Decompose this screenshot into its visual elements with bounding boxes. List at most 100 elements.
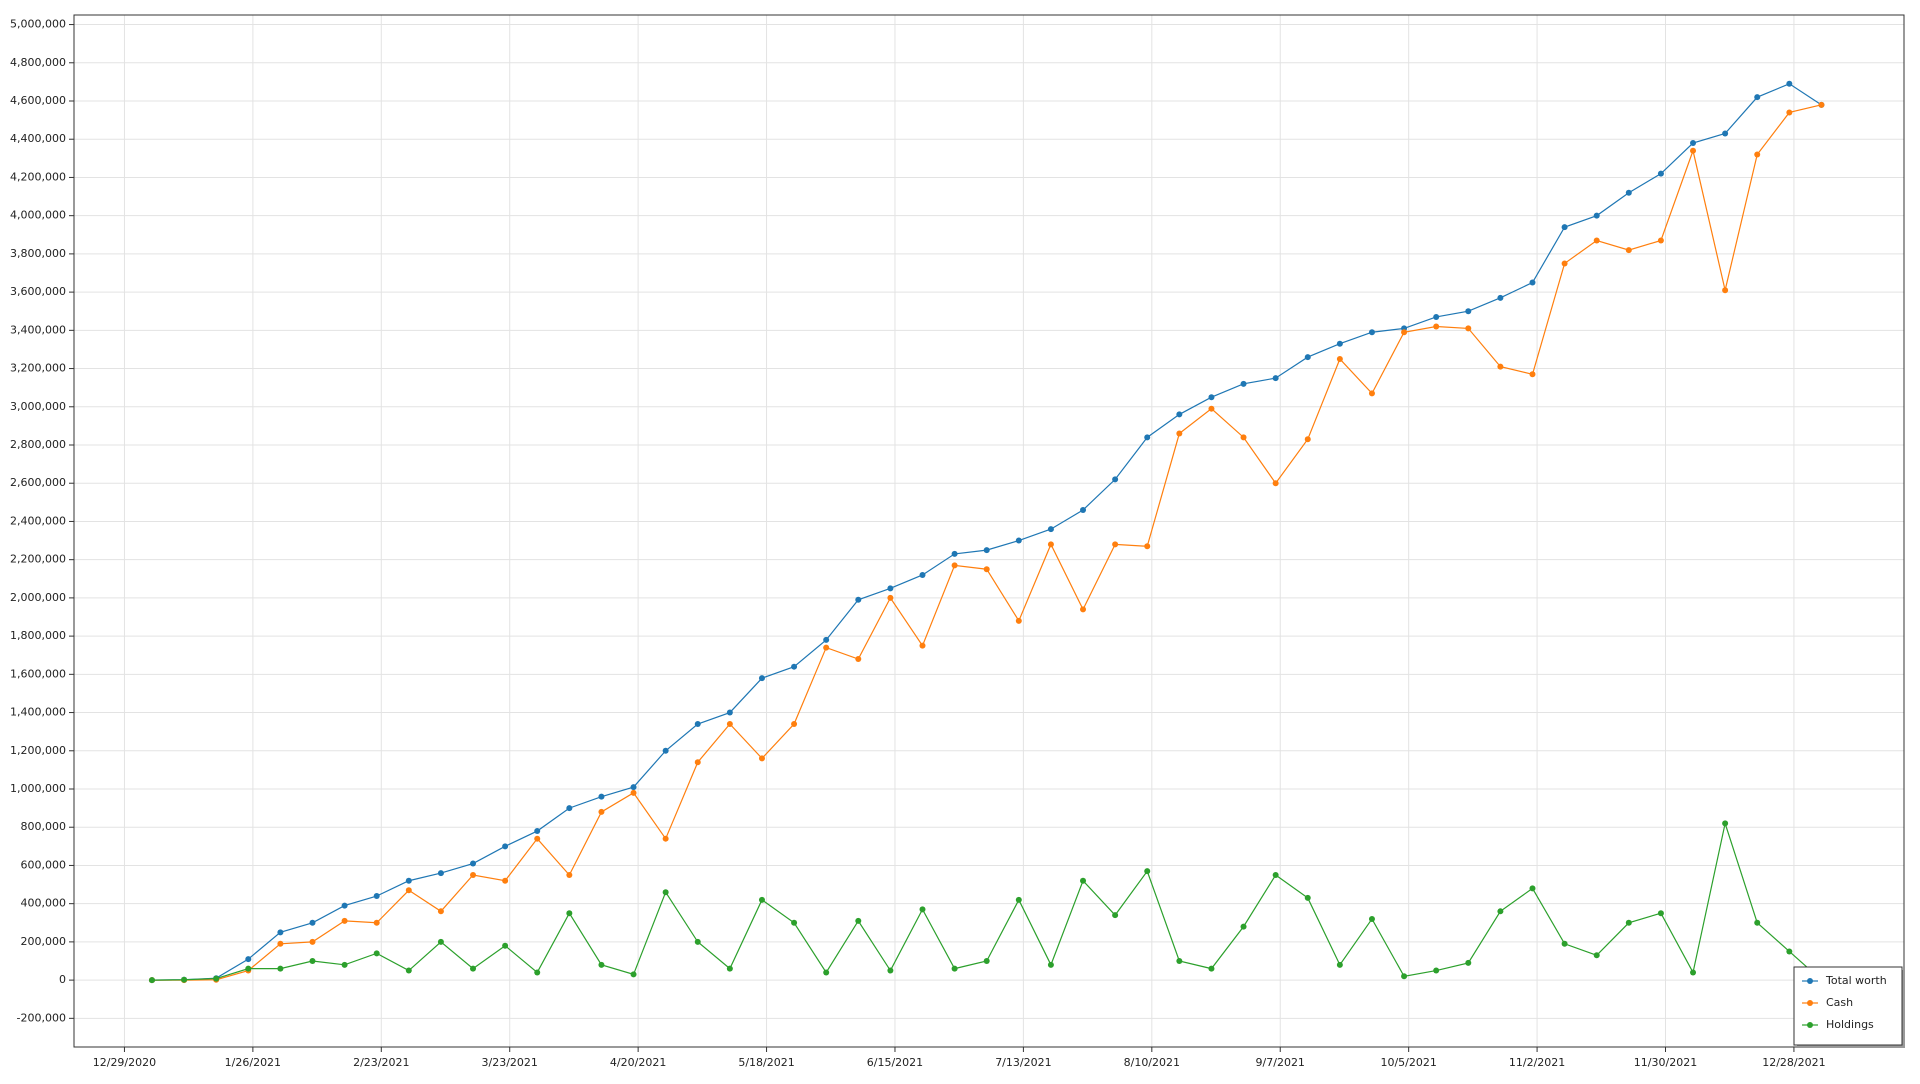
point [1465,325,1472,332]
point [1786,948,1793,955]
point [502,843,509,850]
point [1401,973,1408,980]
point [919,642,926,649]
point [1593,952,1600,959]
y-tick-label: 2,400,000 [10,514,66,527]
x-tick-label: 12/29/2020 [93,1056,156,1069]
y-tick-label: -200,000 [17,1011,66,1024]
point [694,721,701,728]
legend-label: Holdings [1826,1018,1874,1031]
point [1497,908,1504,915]
point [1433,323,1440,330]
point [1336,356,1343,362]
point [1497,363,1504,370]
x-tick-label: 6/15/2021 [867,1056,923,1069]
point [694,759,701,766]
point [148,977,155,984]
x-tick-label: 2/23/2021 [353,1056,409,1069]
point [1304,436,1311,443]
point [1401,329,1408,336]
point [855,596,862,603]
point [887,967,894,974]
legend-swatch [1807,978,1813,984]
point [1657,237,1664,244]
point [470,872,477,878]
point [1529,885,1536,892]
point [1144,543,1151,550]
legend-label: Total worth [1825,974,1887,987]
point [823,969,830,976]
point [1272,375,1279,382]
point [951,550,958,557]
point [630,784,637,791]
point [502,942,509,949]
point [1176,958,1183,964]
point [1015,537,1022,544]
point [758,896,765,903]
point [1657,170,1664,177]
x-tick-label: 11/30/2021 [1634,1056,1697,1069]
point [566,872,573,878]
plot-frame [73,14,1905,1048]
point [1433,967,1440,974]
point [341,917,348,924]
x-tick-label: 1/26/2021 [225,1056,281,1069]
point [277,929,284,936]
point [1176,411,1183,418]
point [726,965,733,972]
x-tick-label: 3/23/2021 [482,1056,538,1069]
y-tick-label: 1,400,000 [10,706,66,719]
y-tick-label: 2,800,000 [10,438,66,451]
x-tick-label: 12/28/2021 [1762,1056,1825,1069]
series-line [151,104,1822,981]
point [630,789,637,796]
point [181,976,188,983]
point [1786,109,1793,116]
y-tick-label: 200,000 [21,935,67,948]
point [437,870,444,877]
point [1015,617,1022,624]
point [566,805,573,812]
point [1015,896,1022,903]
point [534,969,541,976]
point [726,721,733,728]
y-tick-label: 3,200,000 [10,362,66,375]
point [823,636,830,643]
point [245,965,252,972]
point [1304,894,1311,901]
y-tick-label: 1,800,000 [10,629,66,642]
point [1272,872,1279,878]
point [1529,279,1536,286]
point [245,956,252,963]
point [1272,480,1279,487]
point [983,958,990,964]
point [791,919,798,926]
y-tick-label: 600,000 [21,858,67,871]
point [1144,868,1151,875]
point [598,961,605,968]
point [277,965,284,972]
point [437,938,444,945]
x-tick-label: 8/10/2021 [1124,1056,1180,1069]
point [1657,910,1664,917]
point [1368,915,1375,922]
point [662,889,669,896]
x-tick-label: 5/18/2021 [738,1056,794,1069]
point [1336,961,1343,968]
point [405,877,412,884]
point [1818,101,1825,108]
y-tick-label: 2,600,000 [10,476,66,489]
point [1080,506,1087,513]
point [1208,394,1215,401]
point [1561,260,1568,267]
point [1240,434,1247,441]
point [983,547,990,554]
point [1208,405,1215,412]
point [791,663,798,670]
y-tick-label: 0 [59,973,66,986]
point [341,961,348,968]
point [1593,237,1600,244]
point [951,562,958,569]
y-tick-label: 400,000 [21,897,67,910]
